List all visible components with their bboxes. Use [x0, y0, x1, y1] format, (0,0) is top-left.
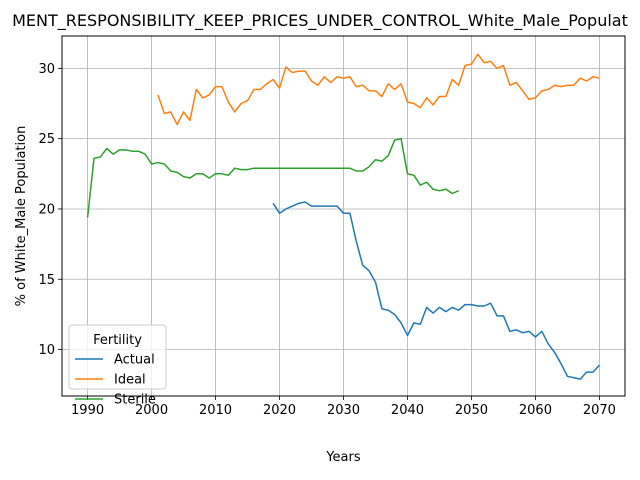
- legend-label-sterile: Sterile: [114, 393, 156, 408]
- series-line-sterile: [86, 137, 459, 218]
- x-tick-label: 2060: [519, 403, 552, 418]
- x-tick-label: 2070: [583, 403, 616, 418]
- chart-title: MENT_RESPONSIBILITY_KEEP_PRICES_UNDER_CO…: [12, 11, 628, 31]
- series-line-actual: [272, 201, 600, 380]
- x-axis-label: Years: [325, 450, 361, 465]
- y-axis-label: % of White_Male Population: [14, 126, 29, 307]
- legend-label-ideal: Ideal: [114, 373, 146, 388]
- y-tick-label: 25: [38, 132, 55, 147]
- x-tick-label: 2010: [199, 403, 232, 418]
- axis-ticks: 1990 2000 2010 2020 2030 2040 2050 2060 20701015…: [38, 62, 616, 418]
- legend-label-actual: Actual: [114, 353, 155, 368]
- x-tick-label: 2050: [455, 403, 488, 418]
- y-tick-label: 10: [38, 343, 55, 358]
- series-line-ideal: [157, 53, 600, 126]
- x-tick-label: 2040: [391, 403, 424, 418]
- series-lines: [86, 53, 600, 380]
- x-tick-label: 1990: [71, 403, 104, 418]
- x-tick-label: 2030: [327, 403, 360, 418]
- legend: Fertility Actual Ideal Sterile: [68, 324, 167, 408]
- y-tick-label: 15: [38, 273, 55, 288]
- legend-box: [68, 324, 167, 390]
- y-tick-label: 30: [38, 62, 55, 77]
- x-tick-label: 2020: [263, 403, 296, 418]
- legend-title: Fertility: [93, 333, 142, 348]
- x-tick-label: 2000: [135, 403, 168, 418]
- y-tick-label: 20: [38, 202, 55, 217]
